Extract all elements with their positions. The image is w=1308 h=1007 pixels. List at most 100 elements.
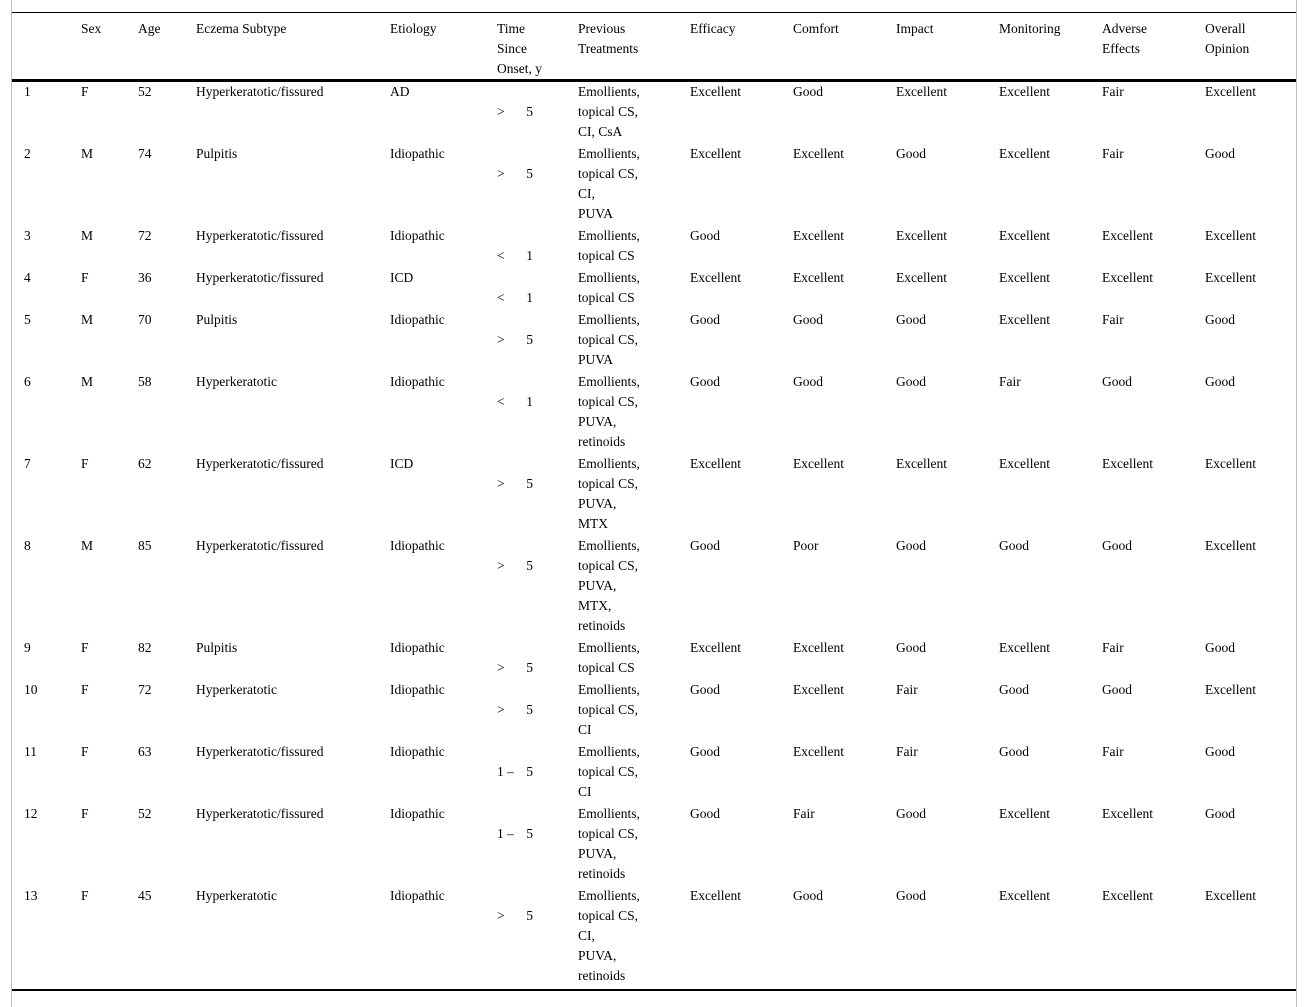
cell-etiology: ICD	[390, 270, 414, 285]
time-range-operator: <	[497, 394, 505, 409]
cell-eczema-subtype: Hyperkeratotic/fissured	[196, 806, 324, 821]
cell-monitoring: Excellent	[999, 146, 1050, 161]
cell-etiology: Idiopathic	[390, 228, 445, 243]
cell-overall-opinion: Good	[1205, 146, 1235, 161]
header-cell-overall-opinion: Overall Opinion	[1205, 21, 1250, 56]
cell-monitoring: Good	[999, 744, 1029, 759]
cell-adverse-effects: Excellent	[1102, 888, 1153, 903]
time-range-value: 5	[526, 104, 533, 119]
cell-time-since-onset: > 5	[497, 144, 578, 224]
time-range: > 5	[497, 330, 533, 350]
cell-monitoring: Excellent	[999, 228, 1050, 243]
header-cell-efficacy: Efficacy	[690, 21, 736, 36]
cell-previous-treatments: Emollients, topical CS, PUVA	[578, 312, 640, 367]
cell-adverse-effects: Fair	[1102, 744, 1124, 759]
cell-impact: Fair	[896, 682, 918, 697]
cell-monitoring: Fair	[999, 374, 1021, 389]
cell-sex: M	[81, 312, 94, 327]
time-range-operator: >	[497, 166, 505, 181]
header-cell-impact: Impact	[896, 21, 934, 36]
cell-sex: F	[81, 640, 89, 655]
cell-time-since-onset: > 5	[497, 82, 578, 142]
cell-monitoring: Excellent	[999, 312, 1050, 327]
cell-eczema-subtype: Hyperkeratotic	[196, 888, 277, 903]
table-bottom-rule	[12, 989, 1296, 991]
cell-previous-treatments: Emollients, topical CS, CI	[578, 682, 640, 737]
cell-etiology: ICD	[390, 456, 414, 471]
cell-comfort: Fair	[793, 806, 815, 821]
time-range-operator: <	[497, 248, 505, 263]
table-row: 13 F 45 Hyperkeratotic Idiopathic > 5 Em…	[12, 886, 1296, 986]
cell-sex: F	[81, 270, 89, 285]
cell-etiology: Idiopathic	[390, 146, 445, 161]
cell-sex: M	[81, 374, 94, 389]
time-range-value: 5	[526, 702, 533, 717]
table-row: 7 F 62 Hyperkeratotic/fissured ICD > 5 E…	[12, 454, 1296, 534]
time-range: > 5	[497, 164, 533, 184]
header-cell-comfort: Comfort	[793, 21, 839, 36]
cell-sex: F	[81, 888, 89, 903]
cell-sex: M	[81, 146, 94, 161]
cell-efficacy: Good	[690, 744, 720, 759]
cell-sex: F	[81, 456, 89, 471]
cell-eczema-subtype: Hyperkeratotic/fissured	[196, 270, 324, 285]
time-range: 1 – 5	[497, 762, 533, 782]
cell-eczema-subtype: Hyperkeratotic/fissured	[196, 744, 324, 759]
cell-comfort: Poor	[793, 538, 819, 553]
cell-impact: Good	[896, 806, 926, 821]
table-row: 1 F 52 Hyperkeratotic/fissured AD > 5 Em…	[12, 82, 1296, 142]
cell-sex: F	[81, 84, 89, 99]
cell-impact: Excellent	[896, 84, 947, 99]
cell-age: 72	[138, 228, 152, 243]
time-range: > 5	[497, 556, 533, 576]
header-cell-sex: Sex	[81, 21, 102, 36]
cell-time-since-onset: < 1	[497, 226, 578, 266]
time-range: > 5	[497, 102, 533, 122]
table-top-rule	[12, 12, 1296, 13]
table-row: 3 M 72 Hyperkeratotic/fissured Idiopathi…	[12, 226, 1296, 266]
cell-eczema-subtype: Hyperkeratotic/fissured	[196, 456, 324, 471]
cell-age: 63	[138, 744, 152, 759]
time-range-operator: >	[497, 702, 505, 717]
cell-impact: Fair	[896, 744, 918, 759]
cell-patient-number: 11	[24, 744, 37, 759]
cell-impact: Excellent	[896, 228, 947, 243]
cell-etiology: Idiopathic	[390, 312, 445, 327]
cell-monitoring: Excellent	[999, 270, 1050, 285]
cell-age: 52	[138, 84, 152, 99]
cell-time-since-onset: > 5	[497, 310, 578, 370]
cell-impact: Good	[896, 888, 926, 903]
cell-etiology: Idiopathic	[390, 374, 445, 389]
time-range: > 5	[497, 700, 533, 720]
cell-previous-treatments: Emollients, topical CS, CI, PUVA, retino…	[578, 888, 640, 983]
cell-efficacy: Good	[690, 312, 720, 327]
cell-patient-number: 7	[24, 456, 31, 471]
time-range-value: 5	[526, 166, 533, 181]
cell-overall-opinion: Excellent	[1205, 228, 1256, 243]
cell-monitoring: Excellent	[999, 806, 1050, 821]
cell-previous-treatments: Emollients, topical CS, CI	[578, 744, 640, 799]
cell-comfort: Excellent	[793, 456, 844, 471]
cell-eczema-subtype: Hyperkeratotic/fissured	[196, 538, 324, 553]
cell-time-since-onset: 1 – 5	[497, 804, 578, 884]
cell-adverse-effects: Good	[1102, 538, 1132, 553]
cell-etiology: Idiopathic	[390, 806, 445, 821]
header-cell-patient-number	[24, 19, 81, 79]
table-row: 8 M 85 Hyperkeratotic/fissured Idiopathi…	[12, 536, 1296, 636]
cell-age: 74	[138, 146, 152, 161]
cell-efficacy: Excellent	[690, 888, 741, 903]
cell-adverse-effects: Fair	[1102, 312, 1124, 327]
cell-comfort: Excellent	[793, 270, 844, 285]
cell-eczema-subtype: Hyperkeratotic/fissured	[196, 228, 324, 243]
cell-overall-opinion: Excellent	[1205, 682, 1256, 697]
cell-previous-treatments: Emollients, topical CS, PUVA, retinoids	[578, 374, 640, 449]
table-row: 2 M 74 Pulpitis Idiopathic > 5 Emollient…	[12, 144, 1296, 224]
cell-comfort: Good	[793, 312, 823, 327]
time-range-value: 5	[526, 476, 533, 491]
cell-time-since-onset: 1 – 5	[497, 742, 578, 802]
cell-overall-opinion: Good	[1205, 312, 1235, 327]
cell-monitoring: Good	[999, 538, 1029, 553]
cell-monitoring: Good	[999, 682, 1029, 697]
time-range-operator: >	[497, 332, 505, 347]
cell-time-since-onset: > 5	[497, 638, 578, 678]
